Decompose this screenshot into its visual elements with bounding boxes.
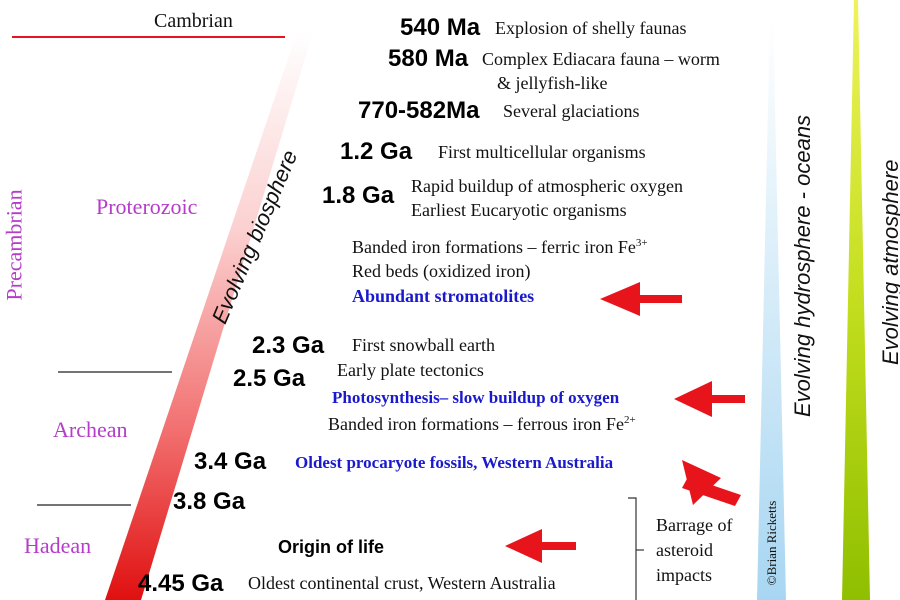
- era-label-hadean: Hadean: [24, 533, 92, 558]
- event-580-text-2: & jellyfish-like: [497, 73, 608, 93]
- hydrosphere-label: Evolving hydrosphere - oceans: [790, 114, 815, 417]
- event-1-8-text-2: Earliest Eucaryotic organisms: [411, 200, 627, 220]
- age-2-5: 2.5 Ga: [233, 365, 306, 392]
- event-1-2-text: First multicellular organisms: [438, 142, 646, 162]
- event-1-8-text-1: Rapid buildup of atmospheric oxygen: [411, 176, 683, 196]
- bif-ferrous-label: Banded iron formations – ferrous iron Fe: [328, 414, 624, 434]
- arrow-origin: [505, 529, 576, 563]
- arrow-stromatolites: [600, 282, 682, 316]
- atmosphere-label: Evolving atmosphere: [878, 159, 900, 365]
- age-770-582: 770-582Ma: [358, 97, 480, 124]
- age-540: 540 Ma: [400, 14, 481, 41]
- bif-ferrous-superscript: 2+: [623, 414, 636, 426]
- bif-ferric-superscript: 3+: [635, 237, 648, 249]
- event-580-text-1: Complex Ediacara fauna – worm: [482, 49, 720, 69]
- event-3-4-text: Oldest procaryote fossils, Western Austr…: [295, 453, 614, 472]
- origin-of-life-text: Origin of life: [278, 537, 384, 557]
- event-2-3-text: First snowball earth: [352, 335, 495, 355]
- arrow-photosynthesis: [674, 381, 745, 417]
- era-label-cambrian: Cambrian: [154, 10, 233, 32]
- copyright-label: ©Brian Ricketts: [764, 500, 779, 586]
- age-580: 580 Ma: [388, 45, 469, 72]
- bif-ferric-text: Banded iron formations – ferric iron Fe3…: [352, 237, 648, 258]
- photosynthesis-text: Photosynthesis– slow buildup of oxygen: [332, 388, 620, 407]
- age-1-8: 1.8 Ga: [322, 182, 395, 209]
- barrage-line-2: asteroid: [656, 540, 713, 560]
- bif-ferric-label: Banded iron formations – ferric iron Fe: [352, 237, 636, 257]
- atmosphere-wedge: [842, 0, 870, 600]
- stromatolites-text: Abundant stromatolites: [352, 286, 535, 306]
- era-label-archean: Archean: [53, 417, 128, 442]
- era-label-precambrian: Precambrian: [1, 189, 27, 301]
- age-4-45: 4.45 Ga: [138, 570, 224, 597]
- barrage-line-3: impacts: [656, 565, 712, 585]
- event-770-text: Several glaciations: [503, 101, 640, 121]
- impacts-bracket: [628, 497, 637, 600]
- event-2-5-text: Early plate tectonics: [337, 360, 484, 380]
- age-3-8: 3.8 Ga: [173, 488, 246, 515]
- era-label-proterozoic: Proterozoic: [96, 194, 198, 219]
- age-3-4: 3.4 Ga: [194, 448, 267, 475]
- biosphere-wedge: [105, 32, 313, 600]
- event-540-text: Explosion of shelly faunas: [495, 18, 687, 38]
- red-beds-text: Red beds (oxidized iron): [352, 261, 531, 281]
- arrow-procaryote: [682, 460, 741, 506]
- barrage-line-1: Barrage of: [656, 515, 733, 535]
- bif-ferrous-text: Banded iron formations – ferrous iron Fe…: [328, 414, 636, 435]
- age-2-3: 2.3 Ga: [252, 332, 325, 359]
- age-1-2: 1.2 Ga: [340, 138, 413, 165]
- event-4-45-text: Oldest continental crust, Western Austra…: [248, 573, 556, 593]
- hydrosphere-wedge: [757, 18, 786, 600]
